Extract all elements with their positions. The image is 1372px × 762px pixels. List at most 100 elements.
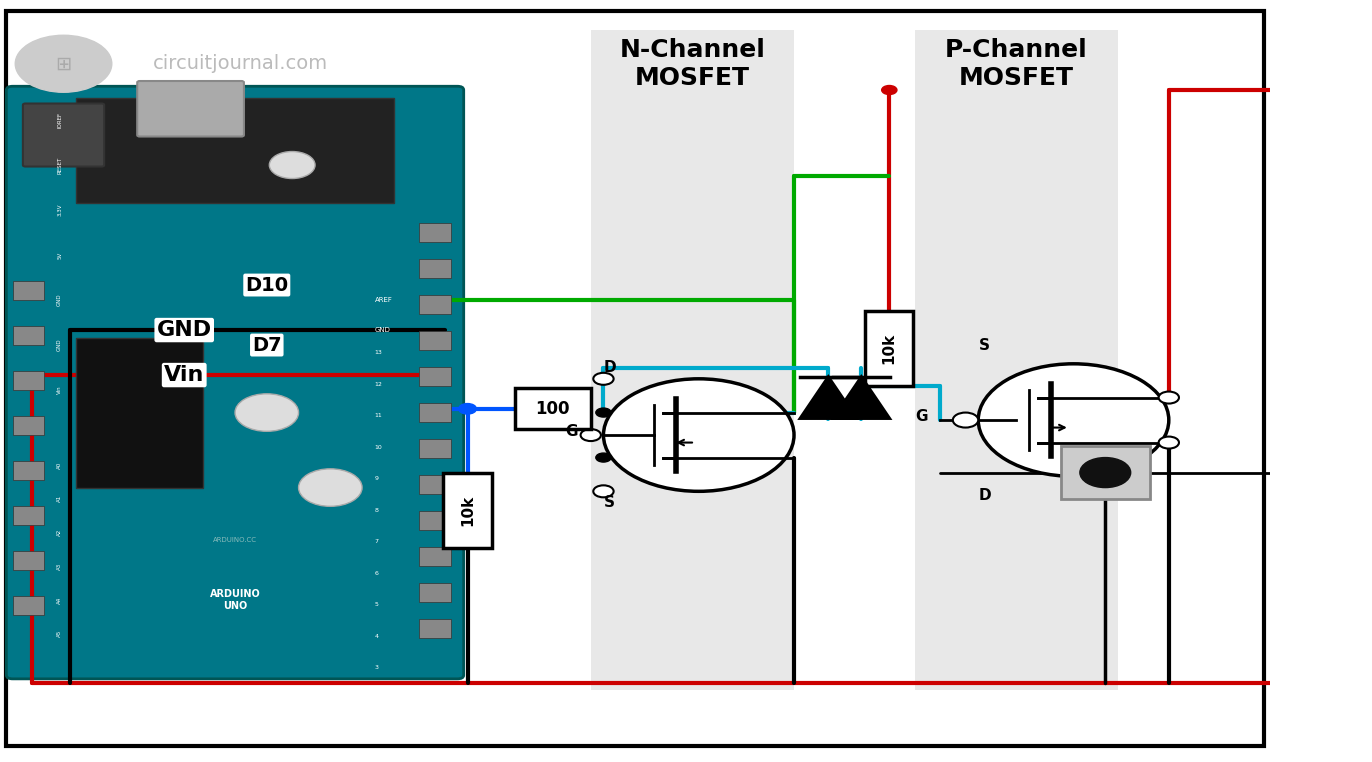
Circle shape [15, 35, 111, 92]
Circle shape [1080, 457, 1131, 488]
Bar [77, 338, 203, 488]
Text: circuitjournal.com: circuitjournal.com [152, 54, 328, 73]
Bar [12, 552, 44, 570]
Bar [420, 331, 451, 350]
Bar [420, 367, 451, 386]
Text: −: − [1369, 433, 1372, 453]
Text: A5: A5 [58, 630, 62, 638]
Text: S: S [604, 495, 615, 510]
Text: +: + [1369, 298, 1372, 317]
Circle shape [458, 404, 476, 414]
Text: 9: 9 [375, 476, 379, 481]
Bar [420, 511, 451, 530]
Circle shape [1158, 437, 1179, 449]
Text: TX→: TX→ [375, 728, 388, 733]
Text: 10k: 10k [460, 495, 475, 526]
FancyBboxPatch shape [443, 472, 491, 548]
Text: Vin: Vin [165, 365, 204, 385]
Bar [420, 547, 451, 565]
Bar [420, 475, 451, 494]
Circle shape [299, 469, 362, 506]
Bar [12, 326, 44, 345]
Text: D10: D10 [246, 276, 288, 295]
FancyBboxPatch shape [514, 388, 591, 430]
Text: IOREF: IOREF [58, 112, 62, 128]
Text: 12: 12 [375, 382, 383, 386]
Text: 11: 11 [375, 413, 383, 418]
Text: P-Channel
MOSFET: P-Channel MOSFET [945, 38, 1088, 90]
Bar [420, 223, 451, 242]
FancyBboxPatch shape [591, 30, 794, 690]
Bar [12, 371, 44, 390]
Text: G: G [565, 424, 578, 439]
Bar [1299, 285, 1364, 465]
Text: 6: 6 [375, 571, 379, 575]
Bar [77, 98, 394, 203]
Text: GND: GND [375, 327, 391, 333]
FancyBboxPatch shape [23, 104, 104, 167]
Text: 3: 3 [375, 665, 379, 670]
Circle shape [882, 85, 897, 94]
Circle shape [580, 429, 601, 441]
Text: 100: 100 [535, 400, 569, 418]
Circle shape [604, 379, 794, 491]
Bar [420, 619, 451, 638]
Bar [420, 583, 451, 601]
Bar [12, 597, 44, 615]
Text: Vin: Vin [58, 386, 62, 395]
Bar [420, 295, 451, 313]
Circle shape [593, 373, 613, 385]
Text: A4: A4 [58, 597, 62, 604]
FancyBboxPatch shape [137, 81, 244, 136]
Circle shape [595, 408, 611, 417]
Text: 13: 13 [375, 350, 383, 355]
Text: G: G [915, 408, 927, 424]
Text: D: D [604, 360, 616, 375]
Text: ARDUINO.CC: ARDUINO.CC [213, 537, 257, 543]
Text: 2: 2 [375, 696, 379, 702]
Polygon shape [800, 376, 856, 418]
Bar [420, 403, 451, 421]
Text: N-Channel
MOSFET: N-Channel MOSFET [619, 38, 766, 90]
Text: 5: 5 [375, 602, 379, 607]
Bar [12, 416, 44, 435]
Circle shape [595, 453, 611, 462]
Text: A2: A2 [58, 529, 62, 536]
Circle shape [269, 152, 316, 178]
Text: D7: D7 [252, 335, 281, 354]
Text: GND: GND [156, 320, 211, 340]
Circle shape [235, 394, 299, 431]
Text: 7: 7 [375, 539, 379, 544]
FancyBboxPatch shape [7, 86, 464, 679]
Text: A1: A1 [58, 495, 62, 502]
Bar [12, 281, 44, 300]
Circle shape [593, 485, 613, 498]
Text: 4: 4 [375, 633, 379, 639]
Text: A3: A3 [58, 562, 62, 570]
Text: RESET: RESET [58, 156, 62, 174]
Text: 3.3V: 3.3V [58, 203, 62, 216]
FancyBboxPatch shape [915, 30, 1118, 690]
Polygon shape [833, 376, 890, 418]
Text: AREF: AREF [375, 297, 392, 303]
Text: 10k: 10k [882, 333, 897, 364]
FancyBboxPatch shape [1061, 447, 1150, 499]
Text: ARDUINO
UNO: ARDUINO UNO [210, 589, 261, 611]
Bar [12, 461, 44, 480]
Text: RX←: RX← [375, 760, 388, 762]
Text: S: S [980, 338, 991, 353]
Bar [12, 506, 44, 525]
Text: 10: 10 [375, 444, 383, 450]
Text: GND: GND [58, 293, 62, 306]
Text: 5V: 5V [58, 251, 62, 258]
Text: ⊞: ⊞ [55, 54, 71, 73]
Circle shape [978, 363, 1169, 476]
FancyBboxPatch shape [866, 312, 914, 386]
Circle shape [1158, 392, 1179, 404]
Text: GND: GND [58, 339, 62, 351]
Bar [420, 439, 451, 457]
Text: 8: 8 [375, 507, 379, 513]
Circle shape [952, 412, 978, 427]
Bar [420, 259, 451, 277]
Text: A0: A0 [58, 462, 62, 469]
